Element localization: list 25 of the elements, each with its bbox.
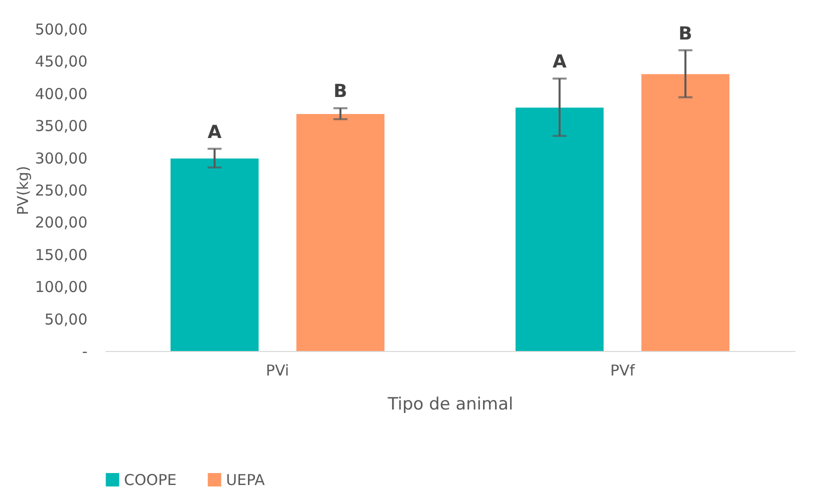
y-tick-label: 150,00 xyxy=(35,246,88,264)
y-axis-title: PV(kg) xyxy=(14,166,32,216)
x-tick-label: PVi xyxy=(266,362,290,380)
x-tick-label: PVf xyxy=(610,362,636,380)
y-tick-label: 450,00 xyxy=(35,52,88,71)
annotation: A xyxy=(552,52,567,73)
annotation: B xyxy=(334,81,348,102)
x-axis-title: Tipo de animal xyxy=(386,394,514,414)
y-tick-label: 500,00 xyxy=(35,20,88,38)
legend-label: COOPE xyxy=(124,470,177,489)
y-tick-label: 400,00 xyxy=(35,84,88,103)
y-tick-label: 350,00 xyxy=(35,117,88,136)
annotation: B xyxy=(678,23,692,44)
y-tick-label: 200,00 xyxy=(35,214,88,232)
annotation: A xyxy=(208,122,222,143)
bar xyxy=(296,114,384,351)
bar xyxy=(641,74,730,351)
y-tick-label: 100,00 xyxy=(35,278,88,296)
bar xyxy=(516,108,604,351)
y-tick-label: 300,00 xyxy=(35,149,88,168)
y-tick-label: - xyxy=(82,342,88,360)
y-tick-label: 250,00 xyxy=(35,182,88,200)
y-tick-label: 50,00 xyxy=(44,310,88,328)
bar xyxy=(170,158,259,351)
legend-label: UEPA xyxy=(226,470,266,489)
